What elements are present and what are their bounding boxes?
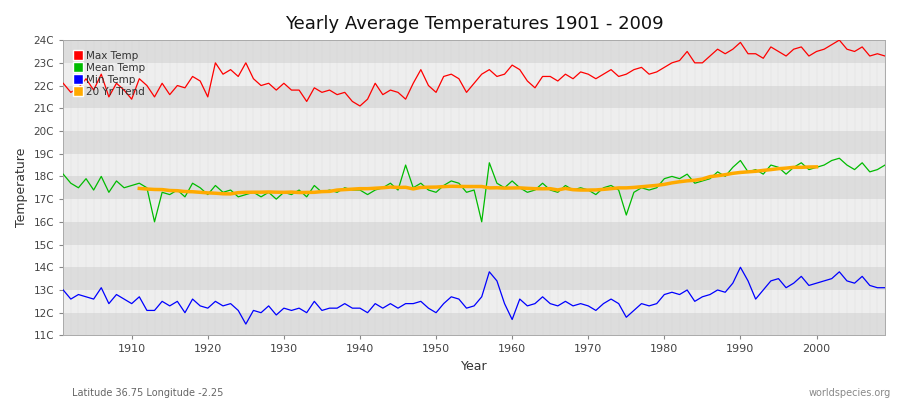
Bar	[63, 63, 885, 86]
Title: Yearly Average Temperatures 1901 - 2009: Yearly Average Temperatures 1901 - 2009	[284, 15, 663, 33]
Bar	[63, 313, 885, 336]
Legend: Max Temp, Mean Temp, Min Temp, 20 Yr Trend: Max Temp, Mean Temp, Min Temp, 20 Yr Tre…	[68, 45, 150, 102]
Bar	[63, 154, 885, 176]
Bar	[63, 86, 885, 108]
Bar	[63, 40, 885, 63]
Bar	[63, 199, 885, 222]
X-axis label: Year: Year	[461, 360, 488, 373]
Bar	[63, 290, 885, 313]
Bar	[63, 244, 885, 267]
Text: Latitude 36.75 Longitude -2.25: Latitude 36.75 Longitude -2.25	[72, 388, 223, 398]
Text: worldspecies.org: worldspecies.org	[809, 388, 891, 398]
Bar	[63, 131, 885, 154]
Bar	[63, 176, 885, 199]
Bar	[63, 267, 885, 290]
Bar	[63, 222, 885, 244]
Y-axis label: Temperature: Temperature	[15, 148, 28, 228]
Bar	[63, 108, 885, 131]
